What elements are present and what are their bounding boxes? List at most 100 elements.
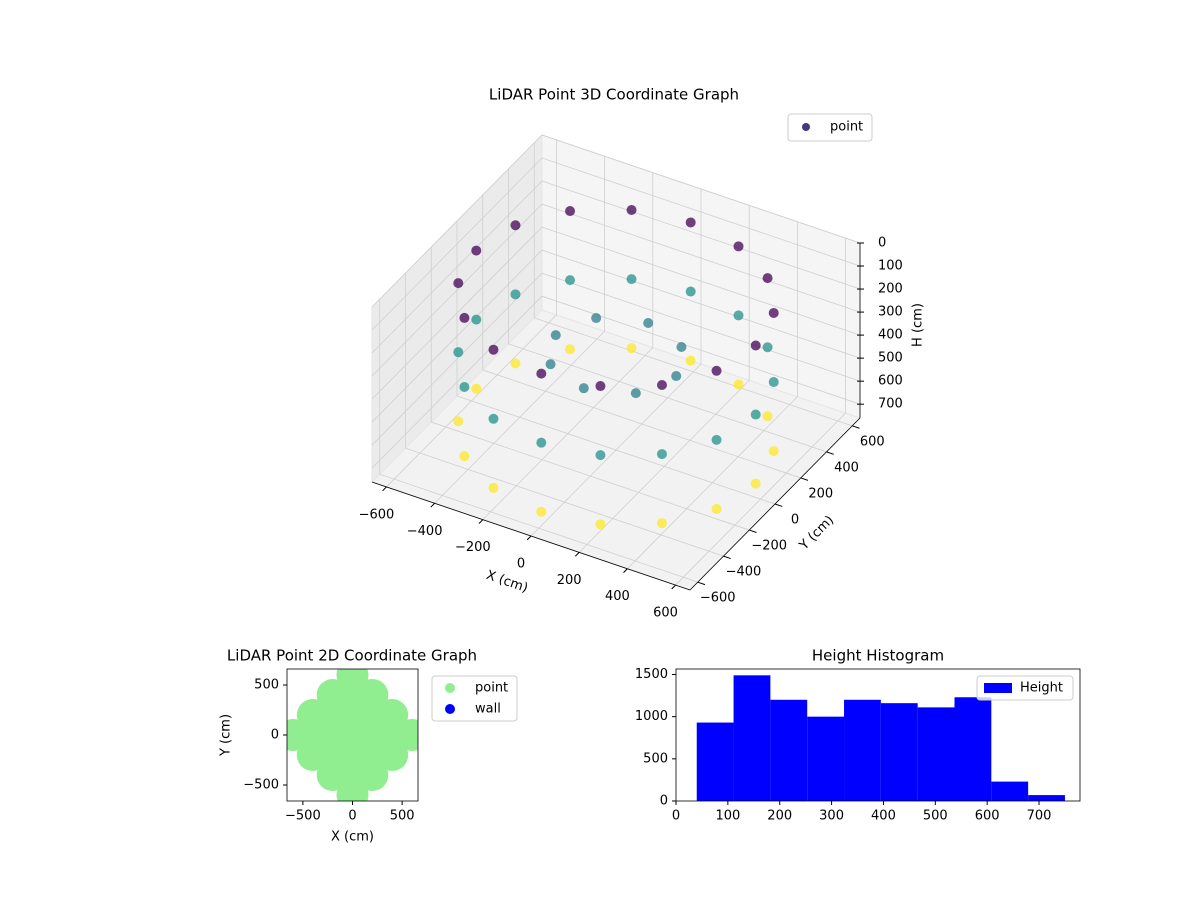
legend-patch [984,683,1012,693]
y-tick-label: 200 [808,486,833,501]
x-tick-label: −600 [359,507,395,522]
tick-mark [826,451,834,455]
grid-line [541,249,861,359]
x-tick-label: 0 [517,557,525,572]
y-tick-label: −600 [700,591,736,606]
x-tick-label: 500 [390,809,415,824]
z-tick-label: 300 [878,305,903,320]
tick-mark [774,503,783,507]
grid-line [371,272,543,446]
legend-marker [802,123,810,131]
legend-label: Height [1020,681,1063,696]
grid-line [541,157,861,267]
tick-mark [430,502,435,508]
point [287,719,309,751]
point [626,274,637,285]
point [536,368,547,379]
point [626,205,637,216]
z-tick-label: 600 [878,374,903,389]
grid-line [541,272,861,382]
tick-mark [749,529,757,533]
tick-mark [526,535,532,541]
point [595,519,606,530]
point [376,699,409,731]
z-tick-label: 500 [878,351,903,366]
x-tick-label: −200 [455,540,491,555]
x-axis-label: X (cm) [484,568,530,596]
grid-line [534,317,853,427]
z-tick-label: 700 [878,397,903,412]
bar [1028,795,1065,801]
point [643,318,654,329]
tick-mark [800,477,809,481]
bar [733,675,771,801]
point [453,416,464,427]
legend-box [976,675,1074,701]
point [711,503,722,514]
point [762,273,773,284]
legend-label: point [475,681,508,696]
point [591,313,602,324]
tick-mark [697,581,706,586]
x-tick-label: 0 [672,809,680,824]
y-tick-label: 0 [660,794,668,809]
y-tick-label: 0 [791,513,799,528]
point [685,286,696,297]
x-tick-label: 0 [348,809,356,824]
chart-title: LiDAR Point 3D Coordinate Graph [489,86,739,104]
x-tick-label: 600 [653,606,678,621]
grid-line [541,134,861,244]
point [336,779,369,801]
chart-title: Height Histogram [812,647,944,665]
y-tick-label: −200 [751,539,787,554]
point [750,340,761,351]
point [510,220,521,231]
point [685,355,696,366]
point [671,371,682,382]
y-axis-label: Y (cm) [796,513,837,554]
grid-line [371,134,543,308]
bar [844,699,881,801]
point [536,506,547,517]
point [459,381,470,392]
grid-line [431,421,750,531]
x-axis-label: X (cm) [331,830,374,845]
z-axis-label: H (cm) [911,303,926,347]
tick-mark [574,552,580,557]
legend-marker [445,683,455,693]
point [733,241,744,252]
z-tick-label: 400 [878,328,903,343]
z-tick-label: 100 [878,259,903,274]
grid-line [379,473,698,583]
x-tick-label: 600 [975,809,1000,824]
point [459,312,470,323]
y-tick-label: 400 [834,460,859,475]
y-tick-label: 1500 [635,667,668,682]
point [656,449,667,460]
point [768,377,779,388]
point [565,344,576,355]
x-tick-label: 200 [557,573,582,588]
bar [770,699,808,801]
tick-mark [382,486,387,492]
tick-mark [671,584,676,590]
point [750,409,761,420]
point [595,450,606,461]
grid-line [371,157,543,331]
point [595,381,606,392]
grid-line [371,226,543,400]
point [656,379,667,390]
point [762,342,773,353]
z-tick-label: 0 [878,236,886,251]
x-tick-label: 300 [819,809,844,824]
grid-line [371,249,543,423]
y-axis-label: Y (cm) [219,714,234,757]
grid-line [508,343,827,453]
point [545,359,556,370]
y-tick-label: −500 [243,778,279,793]
grid-line [456,395,776,505]
grid-line [371,203,543,377]
point [471,314,482,325]
axes-frame [675,668,1081,802]
bar [917,707,955,801]
